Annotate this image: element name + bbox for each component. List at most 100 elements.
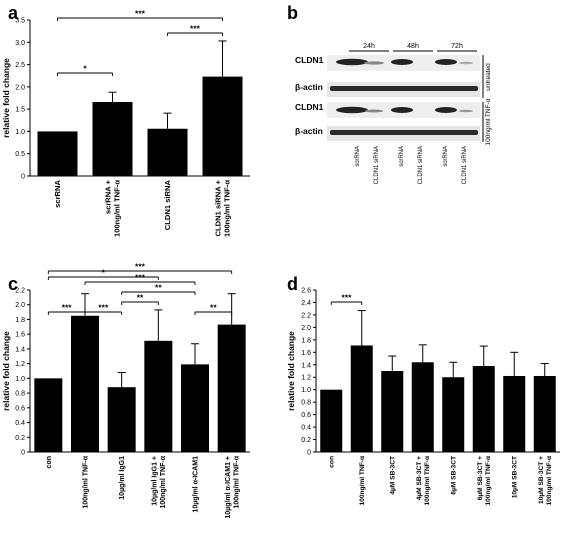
blot-row-label-4: β-actin: [295, 126, 323, 136]
category-label-line: scrRNA +: [104, 179, 113, 214]
y-tick-label: 0: [21, 450, 25, 457]
blot-row-label-2: β-actin: [295, 82, 323, 92]
significance-label: **: [137, 293, 144, 303]
category-label: 6µM SB-3CT +100ng/ml TNF-α: [477, 456, 492, 506]
y-tick-label: 2.0: [15, 84, 25, 91]
y-tick-label: 1.6: [301, 350, 311, 357]
y-tick-label: 0.2: [15, 435, 25, 442]
panel-letter-a: a: [8, 3, 19, 23]
blot-row-label-3: CLDN1: [295, 102, 324, 112]
y-tick-label: 1.0: [301, 387, 311, 394]
bar: [107, 387, 136, 452]
bar: [320, 389, 343, 452]
y-tick-label: 1.4: [15, 346, 25, 353]
y-tick-label: 0.2: [301, 437, 311, 444]
lane-label-4: CLDN1 siRNA: [418, 146, 424, 184]
category-label-line: con: [46, 456, 53, 468]
y-tick-label: 1.4: [301, 362, 311, 369]
band-cldn1-t-2: [365, 109, 383, 113]
band-cldn1-u-1: [336, 58, 368, 66]
western-blot: CLDN1 β-actin CLDN1 β-actin 24h 48h 72h …: [295, 43, 492, 184]
condition-label-untreated: untreated: [485, 63, 492, 91]
category-label-line: 100ng/ml TNF-α: [82, 455, 89, 508]
category-label-line: CLDN1 siRNA +: [214, 179, 223, 236]
y-tick-label: 0: [21, 174, 25, 181]
category-label-line: 100ng/ml TNF-α: [485, 456, 492, 505]
significance-label: **: [210, 303, 217, 313]
significance-label: *: [83, 64, 87, 74]
category-label: con: [329, 456, 336, 468]
category-label: 4µM SB-3CT: [390, 456, 397, 495]
bar: [442, 377, 465, 452]
bar: [381, 371, 404, 452]
bar: [503, 375, 526, 452]
y-tick-label: 2.2: [15, 288, 25, 295]
y-axis-label: relative fold change: [1, 58, 11, 138]
band-cldn1-t-1: [336, 106, 368, 114]
bar: [217, 324, 246, 452]
y-tick-label: 0: [307, 450, 311, 457]
category-label: 10µM SB-3CT +100ng/ml TNF-α: [538, 456, 553, 506]
y-tick-label: 0.6: [15, 405, 25, 412]
y-tick-label: 0.5: [15, 151, 25, 158]
band-cldn1-u-2: [364, 61, 384, 65]
category-label: 10µg/ml α-ICAM1 +100ng/ml TNF-α: [225, 455, 241, 518]
timepoint-72h: 72h: [451, 43, 463, 50]
bar: [144, 340, 173, 452]
category-label-line: 10µg/ml α-ICAM1: [192, 456, 199, 513]
category-label-line: 6µM SB-3CT: [451, 456, 458, 495]
y-tick-label: 2.0: [15, 302, 25, 309]
category-label-line: con: [329, 456, 336, 468]
category-label: scrRNA +100ng/ml TNF-α: [104, 179, 122, 237]
category-label-line: 100ng/ml TNF-α: [160, 455, 167, 508]
band-cldn1-t-6: [459, 109, 473, 113]
lane-label-2: CLDN1 siRNA: [374, 146, 380, 184]
category-label: 10µg/ml α-ICAM1: [192, 456, 199, 513]
y-tick-label: 1.0: [15, 129, 25, 136]
significance-label: **: [155, 283, 162, 293]
bar: [147, 128, 188, 176]
category-label: 10µM SB-3CT: [512, 456, 519, 498]
category-label-line: 100ng/ml TNF-α: [546, 456, 553, 505]
y-tick-label: 2.4: [301, 300, 311, 307]
lane-label-1: scrRNA: [355, 146, 361, 167]
band-cldn1-u-6: [459, 61, 473, 65]
timepoint-24h: 24h: [363, 43, 375, 50]
band-actin-untreated: [330, 86, 478, 91]
category-label: CLDN1 siRNA: [163, 179, 172, 230]
y-tick-label: 2.5: [15, 62, 25, 69]
y-tick-label: 1.8: [15, 317, 25, 324]
y-tick-label: 2.2: [301, 312, 311, 319]
significance-label: ***: [135, 273, 146, 283]
y-tick-label: 1.8: [301, 337, 311, 344]
category-label: 10µg/ml IgG1: [119, 456, 126, 500]
significance-label: ***: [342, 293, 353, 303]
y-tick-label: 0.6: [301, 412, 311, 419]
bar: [37, 131, 78, 176]
y-tick-label: 0.8: [15, 391, 25, 398]
category-label: 4µM SB-3CT +100ng/ml TNF-α: [416, 456, 431, 506]
y-tick-label: 0.4: [301, 425, 311, 432]
bar: [34, 378, 63, 452]
significance-label: ***: [135, 9, 146, 19]
category-label-line: scrRNA: [53, 179, 62, 207]
bar: [71, 315, 99, 452]
category-label-line: 100ng/ml TNF-α: [359, 456, 366, 505]
band-actin-tnf: [330, 130, 478, 135]
bar: [350, 345, 373, 452]
y-tick-label: 1.2: [15, 361, 25, 368]
category-label: 6µM SB-3CT: [451, 456, 458, 495]
category-label: con: [46, 456, 53, 468]
y-tick-label: 1.5: [15, 107, 25, 114]
blot-row-label-1: CLDN1: [295, 55, 324, 65]
panel-letter-c: c: [8, 274, 18, 294]
y-tick-label: 2.0: [301, 325, 311, 332]
significance-label: ***: [98, 303, 109, 313]
y-axis-label: relative fold change: [286, 331, 296, 411]
significance-label: *: [102, 268, 106, 278]
y-tick-label: 1.0: [15, 376, 25, 383]
y-tick-label: 0.4: [15, 420, 25, 427]
y-tick-label: 3.5: [15, 18, 25, 25]
y-tick-label: 0.8: [301, 400, 311, 407]
